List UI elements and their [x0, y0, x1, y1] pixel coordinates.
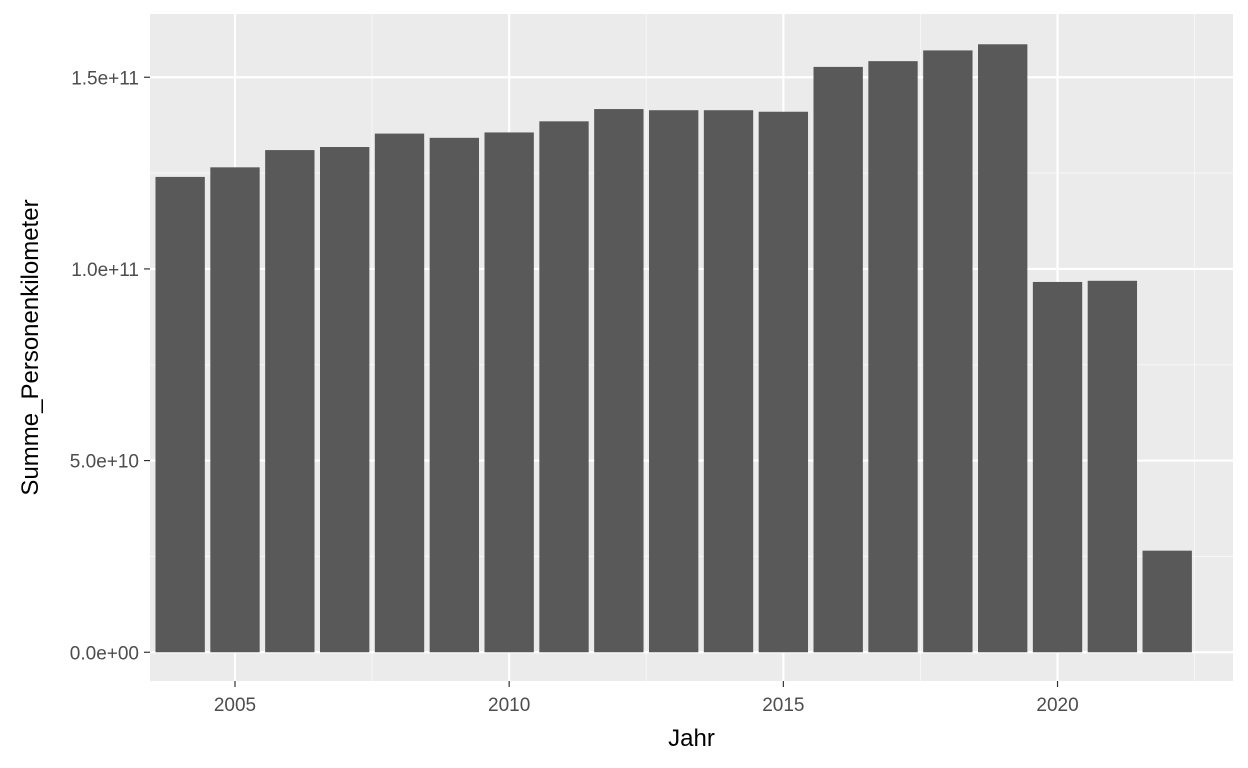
- y-axis: 0.0e+00 5.0e+10 1.0e+11 1.5e+11: [70, 68, 150, 664]
- x-tick-label: 2015: [762, 695, 804, 716]
- y-tick-label: 5.0e+10: [70, 452, 139, 473]
- y-tick-label: 1.5e+11: [71, 68, 139, 89]
- bar-2006: [265, 150, 315, 653]
- bars: [155, 44, 1192, 653]
- bar-2016: [813, 66, 863, 653]
- bar-2019: [978, 44, 1028, 653]
- y-tick-label: 1.0e+11: [71, 260, 139, 281]
- x-tick-label: 2010: [488, 695, 530, 716]
- bar-2012: [594, 109, 644, 653]
- y-axis-title: Summe_Personenkilometer: [17, 199, 44, 495]
- x-tick-label: 2005: [214, 695, 256, 716]
- bar-2020: [1032, 281, 1083, 653]
- bar-2009: [429, 137, 480, 653]
- bar-2014: [703, 110, 754, 653]
- bar-2013: [649, 110, 699, 653]
- y-tick-label: 0.0e+00: [70, 643, 139, 664]
- x-axis: 2005 2010 2015 2020: [214, 681, 1079, 716]
- bar-2017: [868, 61, 918, 653]
- bar-2010: [484, 132, 534, 653]
- bar-2007: [319, 147, 370, 653]
- bar-2005: [210, 167, 260, 653]
- x-tick-label: 2020: [1036, 695, 1078, 716]
- bar-2004: [155, 176, 205, 653]
- bar-2008: [374, 133, 425, 653]
- bar-2018: [923, 50, 973, 653]
- bar-2022: [1142, 550, 1192, 653]
- bar-2011: [539, 121, 589, 653]
- x-axis-title: Jahr: [668, 725, 715, 752]
- bar-2021: [1087, 280, 1138, 653]
- bar-2015: [758, 111, 809, 653]
